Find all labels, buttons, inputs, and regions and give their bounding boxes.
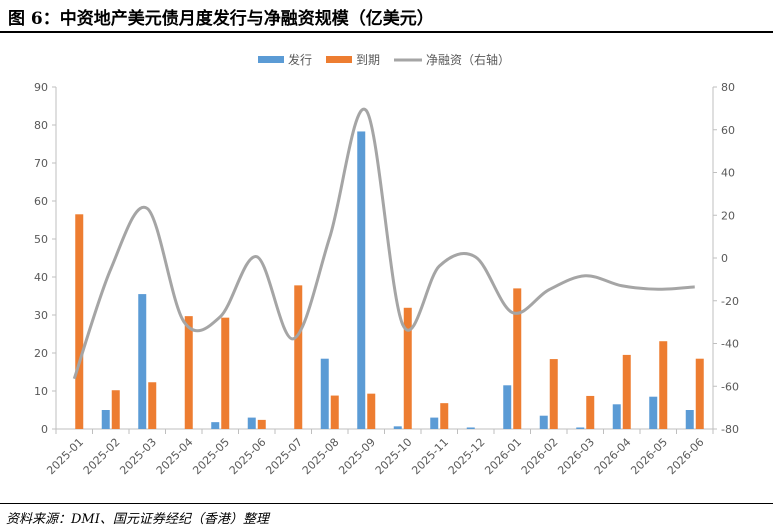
- x-tick-label: 2025-09: [336, 436, 378, 478]
- legend-label: 净融资（右轴）: [426, 52, 510, 67]
- legend-label: 到期: [356, 53, 380, 67]
- bar-maturity: [257, 419, 266, 429]
- y-tick-label-right: -60: [721, 380, 739, 393]
- y-tick-label-left: 0: [41, 423, 48, 436]
- x-tick-label: 2025-04: [154, 436, 196, 478]
- bar-maturity: [586, 395, 595, 429]
- bar-issuance: [393, 426, 402, 429]
- bottom-divider: [0, 503, 773, 504]
- x-tick-label: 2025-05: [190, 436, 232, 478]
- bar-issuance: [612, 404, 621, 429]
- bar-issuance: [685, 410, 694, 429]
- chart: 0 10 20 30 40 50 60 70 80 90 -80 -60 -40 -20 0 20 40 60 80…: [34, 52, 739, 478]
- bar-maturity: [111, 390, 120, 429]
- x-tick-label: 2025-03: [117, 436, 159, 478]
- x-tick-label: 2025-06: [227, 436, 269, 478]
- legend-label: 发行: [288, 52, 312, 67]
- bar-maturity: [367, 393, 376, 429]
- bar-issuance: [211, 422, 220, 429]
- y-tick-label-right: 80: [721, 81, 735, 94]
- page-title: 图 6：中资地产美元债月度发行与净融资规模（亿美元）: [8, 9, 434, 29]
- y-tick-label-left: 50: [34, 233, 48, 246]
- x-tick-label: 2026-01: [482, 436, 524, 478]
- y-tick-label-left: 70: [34, 157, 48, 170]
- bar-maturity: [294, 285, 303, 429]
- x-tick-label: 2025-10: [373, 436, 415, 478]
- y-tick-label-right: -40: [721, 338, 739, 351]
- bar-maturity: [513, 288, 522, 429]
- y-tick-label-left: 30: [34, 309, 48, 322]
- x-tick-label: 2025-02: [81, 436, 123, 478]
- y-tick-label-right: 60: [721, 124, 735, 137]
- bar-maturity: [549, 359, 558, 429]
- y-tick-label-right: -80: [721, 423, 739, 436]
- y-tick-label-right: 0: [721, 252, 728, 265]
- bar-maturity: [403, 307, 412, 429]
- x-tick-label: 2026-04: [592, 436, 634, 478]
- bar-maturity: [184, 316, 193, 429]
- y-tick-label-right: 40: [721, 167, 735, 180]
- y-tick-label-left: 10: [34, 385, 48, 398]
- bar-issuance: [649, 396, 658, 429]
- legend-swatch: [326, 56, 352, 63]
- bar-maturity: [75, 214, 84, 429]
- legend-swatch: [258, 56, 284, 63]
- bar-issuance: [101, 410, 110, 429]
- bar-issuance: [138, 294, 147, 429]
- y-tick-label-left: 40: [34, 271, 48, 284]
- y-tick-label-left: 80: [34, 119, 48, 132]
- y-tick-label-left: 90: [34, 81, 48, 94]
- bar-issuance: [430, 417, 439, 429]
- bar-maturity: [622, 354, 631, 429]
- x-tick-label: 2025-12: [446, 436, 488, 478]
- x-tick-label: 2025-01: [44, 436, 86, 478]
- bar-maturity: [659, 341, 668, 429]
- top-divider: [0, 31, 773, 33]
- bar-issuance: [539, 415, 548, 429]
- title-bar: 图 6：中资地产美元债月度发行与净融资规模（亿美元）: [0, 0, 773, 34]
- bar-issuance: [503, 385, 512, 429]
- y-tick-label-right: -20: [721, 295, 739, 308]
- y-tick-label-left: 60: [34, 195, 48, 208]
- bar-issuance: [576, 427, 585, 429]
- x-tick-label: 2025-11: [409, 436, 451, 478]
- bar-maturity: [695, 358, 704, 429]
- bar-maturity: [221, 317, 230, 429]
- x-tick-label: 2025-08: [300, 436, 342, 478]
- x-tick-label: 2026-03: [555, 436, 597, 478]
- bar-issuance: [466, 427, 475, 429]
- x-tick-label: 2026-02: [519, 436, 561, 478]
- bar-maturity: [440, 403, 449, 429]
- source-note: 资料来源：DMI、国元证券经纪（香港）整理: [6, 512, 269, 527]
- line-net-financing: [72, 107, 695, 380]
- bar-issuance: [247, 417, 256, 429]
- bar-issuance: [320, 358, 329, 429]
- bar-maturity: [148, 382, 157, 429]
- bar-issuance: [357, 131, 366, 429]
- bar-maturity: [330, 395, 339, 429]
- x-tick-label: 2026-06: [665, 436, 707, 478]
- x-tick-label: 2026-05: [628, 436, 670, 478]
- x-tick-label: 2025-07: [263, 436, 305, 478]
- y-tick-label-right: 20: [721, 209, 735, 222]
- y-tick-label-left: 20: [34, 347, 48, 360]
